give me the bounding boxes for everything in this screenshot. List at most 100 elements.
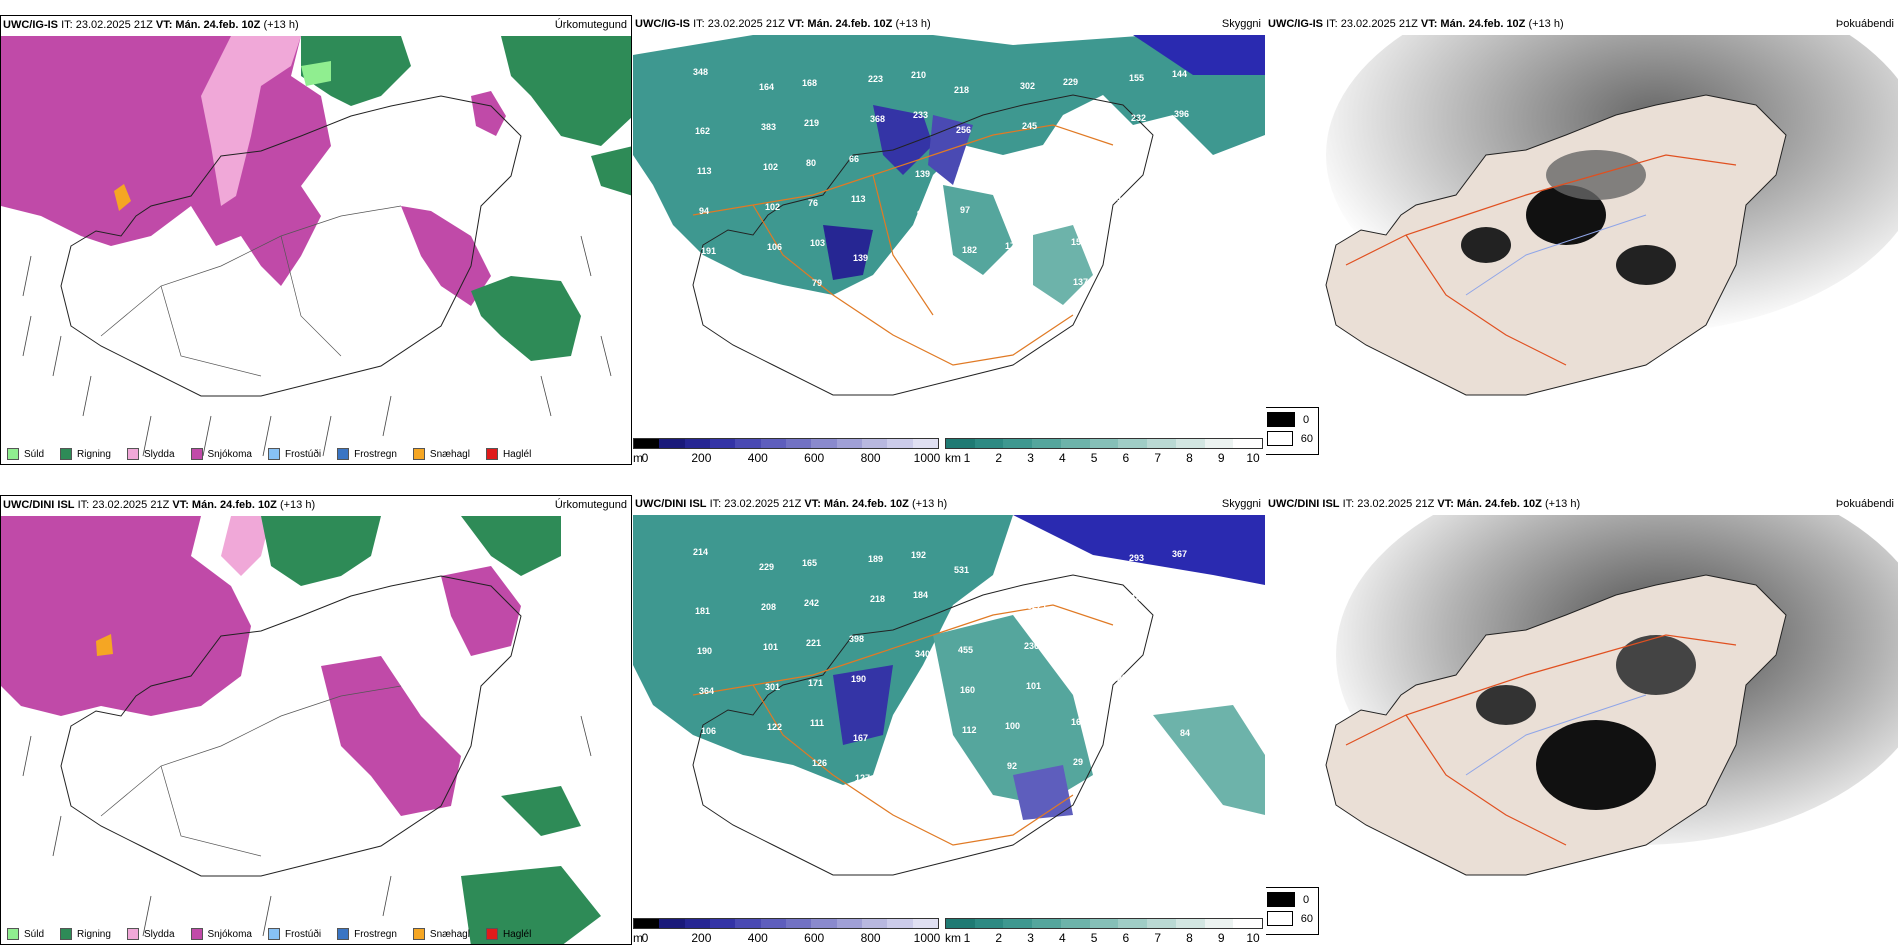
cloud-base-label: 232 xyxy=(1131,113,1146,123)
cloud-base-label: 190 xyxy=(851,674,866,684)
panel-title: Skyggni xyxy=(1221,498,1261,510)
colorbar-swatch xyxy=(1003,919,1033,928)
colorbar-tick-label: 400 xyxy=(747,931,768,945)
fog-legend-swatch xyxy=(1267,911,1293,926)
cloud-base-label: 229 xyxy=(759,562,774,572)
colorbar-tick-label: 4 xyxy=(1058,451,1066,465)
cloud-base-label: 245 xyxy=(1022,121,1037,131)
panel-title: Þokuábendi xyxy=(1835,18,1894,30)
fog-patch xyxy=(1461,227,1511,263)
rain-area xyxy=(261,516,381,586)
legend-item: Snjókoma xyxy=(190,928,252,940)
cloud-base-label: 120 xyxy=(855,293,870,303)
cloud-base-label: 242 xyxy=(1110,153,1125,163)
panel-header: UWC/IG-IS IT: 23.02.2025 21Z VT: Mán. 24… xyxy=(635,18,931,30)
low-visibility-area xyxy=(633,515,1013,785)
cloud-base-label: 124 xyxy=(917,689,932,699)
legend-item: Haglél xyxy=(485,928,531,940)
cloud-base-label: 151 xyxy=(1007,281,1022,291)
colorbar-swatch xyxy=(974,439,1004,448)
panel-title: Skyggni xyxy=(1221,18,1261,30)
legend-item: Frostúði xyxy=(267,448,321,460)
colorbar-swatch xyxy=(684,439,710,448)
colorbar-swatch xyxy=(1032,439,1061,448)
legend-swatch xyxy=(60,448,73,460)
cloud-base-label: 256 xyxy=(956,125,971,135)
cloud-base-label: 184 xyxy=(913,590,928,600)
cloud-base-label: 102 xyxy=(763,162,778,172)
wind-barbs xyxy=(22,235,612,457)
cloud-base-label: 95 xyxy=(919,249,929,259)
colorbar-unit: km xyxy=(945,931,961,945)
legend-swatch xyxy=(267,928,280,940)
colorbar-swatch xyxy=(1204,919,1234,928)
colorbar-swatch xyxy=(709,919,736,928)
legend-item: Frostregn xyxy=(337,448,397,460)
cloud-base-label: 165 xyxy=(802,558,817,568)
colorbar-unit: m xyxy=(633,931,643,945)
colorbar-swatch xyxy=(1175,919,1205,928)
rain-area xyxy=(501,36,631,146)
colorbar-strip xyxy=(945,918,1263,929)
colorbar-tick-label: 600 xyxy=(804,451,825,465)
colorbar-swatch xyxy=(760,919,786,928)
cloud-base-label: 347 xyxy=(1063,557,1078,567)
colorbar-tick-label: 2 xyxy=(995,931,1003,945)
cloud-base-label: 421 xyxy=(1180,248,1195,258)
cloud-base-label: 76 xyxy=(808,198,818,208)
rain-area xyxy=(461,516,561,576)
colorbar-swatch xyxy=(946,439,975,448)
wind-barbs xyxy=(22,715,592,937)
cloud-base-label: 124 xyxy=(1069,677,1084,687)
cloud-base-label: 219 xyxy=(804,118,819,128)
cloud-base-label: 164 xyxy=(956,605,971,615)
legend-swatch xyxy=(412,928,425,940)
rivers xyxy=(1465,214,1647,296)
cloud-base-label: 83 xyxy=(964,765,974,775)
cloud-base-label: 106 xyxy=(701,726,716,736)
colorbar-swatch xyxy=(811,439,837,448)
roads xyxy=(1345,634,1737,846)
colorbar-tick-label: 7 xyxy=(1154,931,1161,945)
cloud-base-label: 80 xyxy=(806,158,816,168)
fog-panel-row1: UWC/IG-IS IT: 23.02.2025 21Z VT: Mán. 24… xyxy=(1266,15,1898,465)
visibility-colorbar: km 1 2 3 4 5 6 7 8 9 10 xyxy=(945,918,1263,945)
colorbar-tick-label: 1 xyxy=(963,931,971,945)
colorbar-unit: m xyxy=(633,451,643,465)
fog-legend-swatch xyxy=(1267,412,1295,427)
cloud-base-label: 171 xyxy=(808,678,823,688)
fog-legend-row: 0 xyxy=(1267,412,1313,427)
cloud-base-label: 111 xyxy=(810,718,824,728)
rain-area xyxy=(471,276,581,361)
cloud-base-label: 368 xyxy=(870,114,885,124)
fog-legend-row: 60 xyxy=(1267,911,1313,926)
fog-map xyxy=(1266,35,1898,465)
cloud-base-label: 101 xyxy=(1026,681,1041,691)
cloud-base-label: 189 xyxy=(868,554,883,564)
colorbar-swatch xyxy=(912,439,938,448)
cloud-base-label: 175 xyxy=(1065,117,1080,127)
legend-item: Súld xyxy=(7,448,44,460)
roads xyxy=(1345,154,1737,366)
cloud-base-area xyxy=(833,665,893,745)
cloud-base-label: 106 xyxy=(1176,168,1191,178)
colorbar-swatch xyxy=(1147,439,1176,448)
cloud-base-label: 282 xyxy=(703,286,718,296)
iceland-outline xyxy=(60,575,522,877)
cloud-base-label: 364 xyxy=(699,686,714,696)
cloud-base-label: 176 xyxy=(1005,241,1020,251)
cloud-base-label: 242 xyxy=(804,598,819,608)
cloud-base-label: 106 xyxy=(767,242,782,252)
cloud-base-label: 97 xyxy=(917,209,927,219)
cloud-base-label: 14 xyxy=(1114,252,1124,262)
colorbar-swatch xyxy=(1060,919,1090,928)
cloud-base-label: 100 xyxy=(1005,721,1020,731)
legend-swatch xyxy=(190,448,203,460)
colorbar-swatch xyxy=(836,439,862,448)
colorbar-strip xyxy=(633,918,939,929)
cloud-base-label: 29 xyxy=(1073,757,1083,767)
cloud-base-label: 154 xyxy=(1026,201,1041,211)
cloud-base-label: 115 xyxy=(1069,197,1084,207)
cloud-base-label: 84 xyxy=(1180,728,1190,738)
